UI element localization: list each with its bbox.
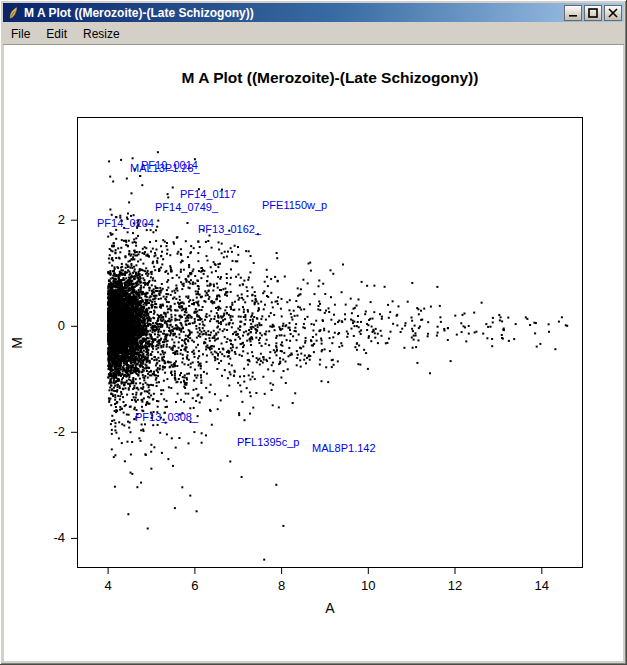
svg-text:-2: -2: [53, 424, 65, 439]
svg-text:0: 0: [58, 318, 65, 333]
svg-text:PF13_0308_: PF13_0308_: [135, 411, 199, 423]
svg-text:4: 4: [104, 578, 111, 593]
svg-text:M: M: [9, 337, 25, 349]
svg-text:8: 8: [278, 578, 285, 593]
svg-text:12: 12: [448, 578, 462, 593]
svg-text:PF14_0749_: PF14_0749_: [155, 201, 219, 213]
svg-text:PFL1395c_p: PFL1395c_p: [237, 436, 299, 448]
svg-text:PF14_0117: PF14_0117: [180, 188, 236, 200]
svg-text:M A Plot ((Merozoite)-(Late Sc: M A Plot ((Merozoite)-(Late Schizogony)): [182, 69, 479, 86]
svg-text:10: 10: [361, 578, 375, 593]
svg-text:A: A: [325, 600, 335, 616]
svg-text:2: 2: [58, 212, 65, 227]
svg-text:PF13_0162_: PF13_0162_: [198, 223, 262, 235]
svg-text:14: 14: [535, 578, 549, 593]
svg-text:PFE1150w_p: PFE1150w_p: [262, 199, 327, 211]
svg-text:MAL8P1.142: MAL8P1.142: [312, 442, 376, 454]
svg-text:6: 6: [191, 578, 198, 593]
svg-text:-4: -4: [53, 530, 65, 545]
svg-text:MAL13P1.26_: MAL13P1.26_: [130, 162, 201, 174]
svg-text:PF14_0204: PF14_0204: [97, 217, 154, 229]
